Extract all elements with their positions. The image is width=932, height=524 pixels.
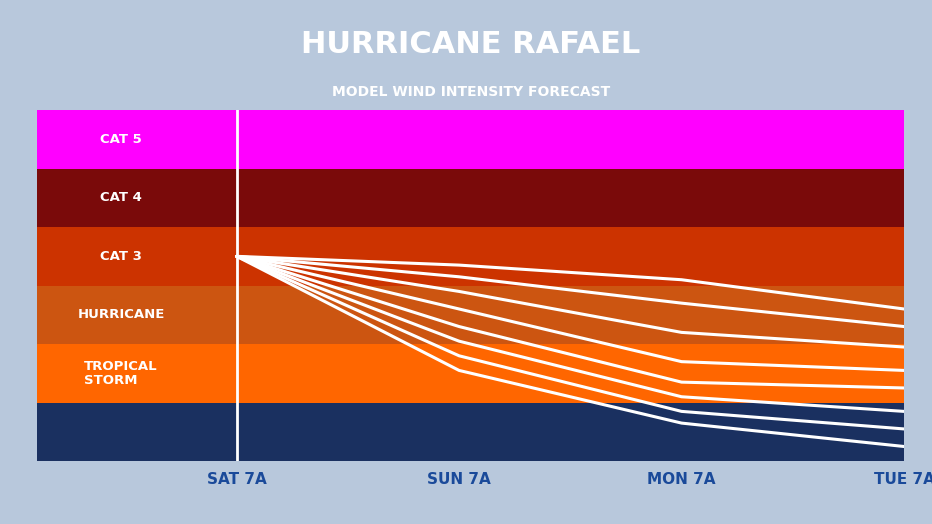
Bar [37,344,904,402]
Text: SUN 7A: SUN 7A [427,472,491,487]
Text: MODEL WIND INTENSITY FORECAST: MODEL WIND INTENSITY FORECAST [332,85,610,99]
Text: TROPICAL
STORM: TROPICAL STORM [84,360,158,387]
Bar [37,110,904,169]
Bar [37,286,904,344]
Text: CAT 3: CAT 3 [100,250,142,263]
Text: HURRICANE RAFAEL: HURRICANE RAFAEL [301,30,640,59]
Text: SAT 7A: SAT 7A [207,472,267,487]
Text: CAT 4: CAT 4 [100,191,142,204]
Bar [37,169,904,227]
FancyBboxPatch shape [21,109,920,462]
Text: CAT 5: CAT 5 [100,133,142,146]
Text: HURRICANE: HURRICANE [77,308,165,321]
Text: TUE 7A: TUE 7A [873,472,932,487]
Text: MON 7A: MON 7A [648,472,716,487]
Bar [37,402,904,461]
Bar [37,227,904,286]
